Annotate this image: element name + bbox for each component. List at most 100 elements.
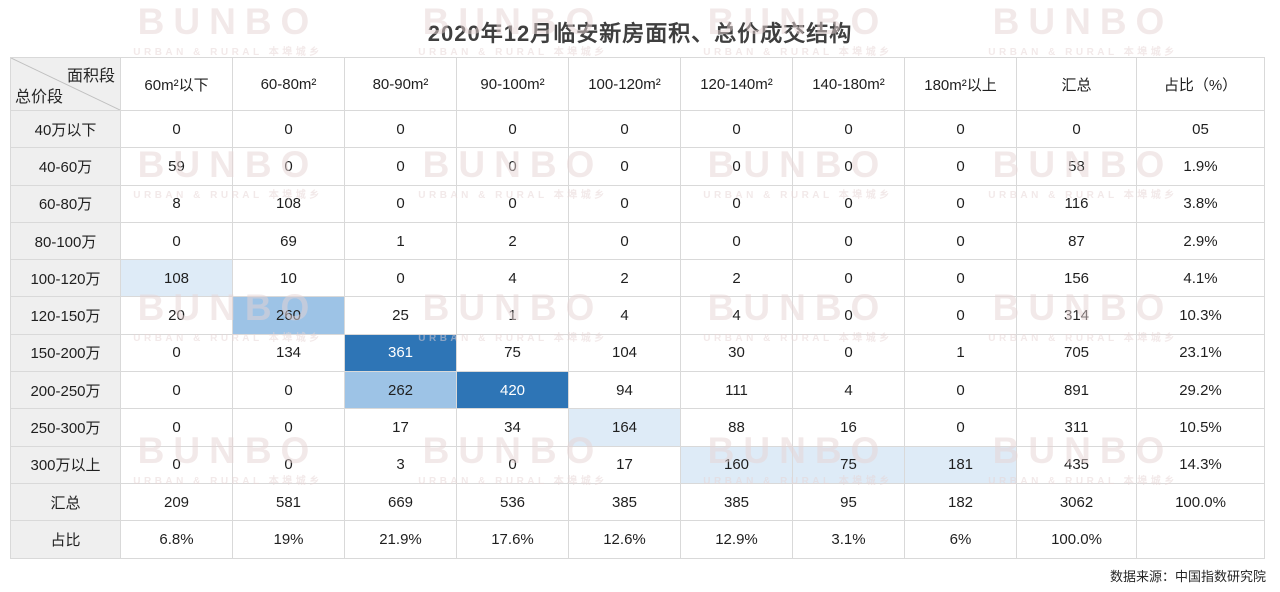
table-cell: 111: [680, 371, 793, 410]
table-row: 100-120万 108 10 0 4 2 2 0 0 156 4.1%: [10, 259, 1265, 298]
corner-area-label: 面积段: [66, 68, 115, 85]
table-cell: 0: [232, 408, 345, 447]
table-cell: 0: [120, 221, 233, 261]
table-cell: 0: [568, 109, 681, 149]
table-cell: 8: [120, 184, 233, 223]
data-source-note: 数据来源：中国指数研究院: [1109, 569, 1266, 584]
table-cell: 88: [680, 408, 793, 447]
row-header: 250-300万: [10, 408, 121, 447]
table-row: 40万以下 0 0 0 0 0 0 0 0 0 05: [10, 109, 1265, 149]
table-cell: 0: [792, 184, 905, 223]
table-cell: 17: [568, 445, 681, 484]
diagonal-divider: [11, 58, 120, 110]
table-cell: 0: [792, 109, 905, 149]
table-cell: 0: [344, 184, 457, 223]
table-cell: 14.3%: [1136, 445, 1265, 484]
table-cell: 0: [344, 109, 457, 149]
corner-price-label: 总价段: [15, 89, 64, 106]
table-cell: 05: [1136, 109, 1265, 149]
row-header: 150-200万: [10, 333, 121, 373]
table-cell: 1: [904, 333, 1017, 373]
table-cell: 108: [120, 259, 233, 298]
row-header: 120-150万: [10, 296, 121, 335]
table-cell: 3: [344, 445, 457, 484]
table-cell: 4: [680, 296, 793, 335]
table-cell: 0: [456, 147, 569, 186]
table-cell: 705: [1016, 333, 1137, 373]
table-cell: 209: [120, 482, 233, 522]
table-cell: 0: [680, 221, 793, 261]
table-cell: 156: [1016, 259, 1137, 298]
row-header: 200-250万: [10, 371, 121, 410]
table-cell: 435: [1016, 445, 1137, 484]
table-cell: 10.3%: [1136, 296, 1265, 335]
table-cell: 420: [456, 371, 569, 410]
table-row: 60-80万 8 108 0 0 0 0 0 0 116 3.8%: [10, 184, 1265, 223]
table-cell: [1136, 520, 1265, 559]
table-cell: 0: [904, 184, 1017, 223]
table-cell: 2.9%: [1136, 221, 1265, 261]
table-row: 200-250万 0 0 262 420 94 111 4 0 891 29.2%: [10, 371, 1265, 410]
table-cell: 0: [904, 371, 1017, 410]
table-cell: 4.1%: [1136, 259, 1265, 298]
table-cell: 25: [344, 296, 457, 335]
table-row: 40-60万 59 0 0 0 0 0 0 0 58 1.9%: [10, 147, 1265, 186]
table-cell: 0: [904, 259, 1017, 298]
table-cell: 17.6%: [456, 520, 569, 559]
table-cell: 0: [680, 109, 793, 149]
table-cell: 160: [680, 445, 793, 484]
table-cell: 0: [120, 408, 233, 447]
row-header: 60-80万: [10, 184, 121, 223]
table-cell: 385: [568, 482, 681, 522]
table-cell: 69: [232, 221, 345, 261]
table-cell: 17: [344, 408, 457, 447]
table-cell: 20: [120, 296, 233, 335]
table-cell: 361: [344, 333, 457, 373]
table-cell: 134: [232, 333, 345, 373]
table-cell: 0: [568, 221, 681, 261]
table-cell: 0: [120, 109, 233, 149]
table-cell: 0: [456, 445, 569, 484]
table-cell: 10.5%: [1136, 408, 1265, 447]
table-cell: 4: [456, 259, 569, 298]
table-cell: 182: [904, 482, 1017, 522]
table-cell: 34: [456, 408, 569, 447]
column-header: 60-80m²: [232, 57, 345, 111]
table-cell: 1: [344, 221, 457, 261]
table-cell: 2: [456, 221, 569, 261]
table-cell: 669: [344, 482, 457, 522]
table-cell: 0: [456, 109, 569, 149]
table-cell: 0: [232, 147, 345, 186]
column-header: 140-180m²: [792, 57, 905, 111]
table-cell: 0: [904, 147, 1017, 186]
table-cell: 58: [1016, 147, 1137, 186]
table-cell: 100.0%: [1016, 520, 1137, 559]
table-cell: 0: [232, 371, 345, 410]
table-cell: 6%: [904, 520, 1017, 559]
table-cell: 16: [792, 408, 905, 447]
table-cell: 100.0%: [1136, 482, 1265, 522]
table-cell: 0: [344, 147, 457, 186]
table-cell: 0: [568, 184, 681, 223]
table-cell: 314: [1016, 296, 1137, 335]
table-cell: 12.6%: [568, 520, 681, 559]
table-row: 150-200万 0 134 361 75 104 30 0 1 705 23.1%: [10, 333, 1265, 373]
table-cell: 0: [1016, 109, 1137, 149]
table-cell: 0: [792, 333, 905, 373]
table-cell: 2: [680, 259, 793, 298]
table-cell: 59: [120, 147, 233, 186]
column-header: 60m²以下: [120, 57, 233, 111]
table-cell: 536: [456, 482, 569, 522]
table-cell: 3.1%: [792, 520, 905, 559]
table-row: 300万以上 0 0 3 0 17 160 75 181 435 14.3%: [10, 445, 1265, 484]
corner-header-cell: 面积段 总价段: [10, 57, 121, 111]
table-row: 250-300万 0 0 17 34 164 88 16 0 311 10.5%: [10, 408, 1265, 447]
table-cell: 891: [1016, 371, 1137, 410]
header-row: 面积段 总价段 60m²以下 60-80m² 80-90m² 90-100m² 100-…: [10, 57, 1265, 111]
table-cell: 108: [232, 184, 345, 223]
table-cell: 116: [1016, 184, 1137, 223]
table-row: 占比 6.8% 19% 21.9% 17.6% 12.6% 12.9% 3.1% 6% 100.0…: [10, 520, 1265, 559]
table-cell: 0: [792, 296, 905, 335]
table-cell: 0: [120, 445, 233, 484]
table-cell: 94: [568, 371, 681, 410]
